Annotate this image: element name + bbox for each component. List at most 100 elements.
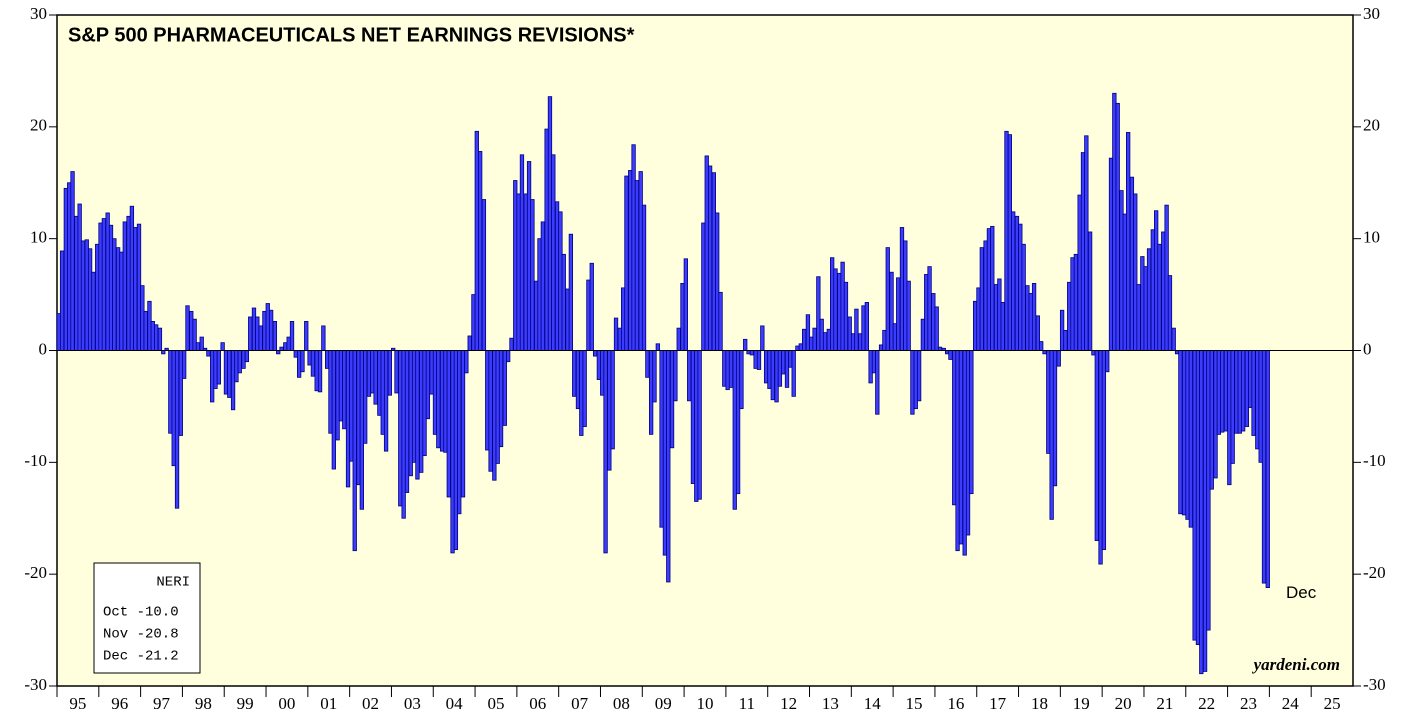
x-tick-label: 00 bbox=[278, 694, 295, 713]
bar bbox=[934, 306, 939, 351]
bar bbox=[276, 350, 281, 355]
x-tick-label: 19 bbox=[1073, 694, 1090, 713]
bar bbox=[1087, 231, 1093, 351]
bar bbox=[1021, 243, 1026, 351]
y-tick-label: 0 bbox=[39, 339, 48, 358]
bar bbox=[896, 277, 901, 351]
bar bbox=[220, 342, 225, 351]
bar bbox=[342, 350, 347, 430]
bar bbox=[791, 350, 796, 397]
bar bbox=[1056, 350, 1061, 367]
bar bbox=[1199, 350, 1204, 675]
x-tick-label: 11 bbox=[739, 694, 755, 713]
bar bbox=[948, 350, 953, 360]
bar bbox=[457, 350, 462, 515]
bar bbox=[1171, 327, 1176, 351]
bar bbox=[383, 350, 389, 452]
bar bbox=[833, 268, 838, 351]
bar bbox=[634, 180, 640, 351]
bar bbox=[279, 346, 284, 351]
x-tick-label: 95 bbox=[69, 694, 86, 713]
bar bbox=[1031, 282, 1037, 351]
bar bbox=[1101, 350, 1107, 550]
bar bbox=[317, 350, 323, 393]
x-tick-label: 10 bbox=[697, 694, 714, 713]
bar bbox=[1230, 350, 1235, 464]
legend-title: NERI bbox=[156, 575, 190, 591]
bar bbox=[182, 350, 187, 379]
y-tick-label: 20 bbox=[30, 116, 47, 135]
bar bbox=[655, 343, 660, 351]
bar bbox=[610, 350, 615, 450]
bar bbox=[1136, 284, 1141, 351]
bar bbox=[906, 280, 911, 351]
bar bbox=[154, 324, 159, 351]
bar bbox=[1115, 102, 1120, 351]
bar bbox=[1042, 350, 1047, 355]
bar bbox=[676, 327, 681, 351]
x-tick-label: 15 bbox=[906, 694, 923, 713]
y2-tick-label: -30 bbox=[1363, 675, 1386, 694]
bar bbox=[161, 350, 166, 355]
x-tick-label: 23 bbox=[1240, 694, 1257, 713]
y-tick-label: -30 bbox=[24, 675, 47, 694]
bar bbox=[582, 350, 587, 427]
x-tick-label: 04 bbox=[446, 694, 464, 713]
x-tick-label: 25 bbox=[1324, 694, 1341, 713]
bar bbox=[387, 350, 392, 396]
bar bbox=[561, 253, 566, 351]
legend-row: Nov -20.8 bbox=[103, 627, 179, 643]
bar bbox=[1209, 350, 1214, 490]
y2-tick-label: -20 bbox=[1363, 563, 1386, 582]
bar bbox=[506, 350, 511, 363]
x-tick-label: 22 bbox=[1198, 694, 1215, 713]
x-tick-label: 07 bbox=[571, 694, 589, 713]
bar bbox=[687, 350, 692, 402]
bar bbox=[59, 250, 65, 351]
bar bbox=[802, 328, 807, 351]
bar bbox=[673, 350, 678, 402]
bar bbox=[927, 266, 932, 351]
bar bbox=[331, 350, 336, 470]
chart-title: S&P 500 PHARMACEUTICALS NET EARNINGS REV… bbox=[68, 24, 635, 46]
y2-tick-label: -10 bbox=[1363, 451, 1386, 470]
bar bbox=[268, 309, 274, 351]
bar bbox=[174, 350, 180, 509]
bar bbox=[756, 350, 762, 370]
bar bbox=[519, 154, 525, 351]
bar bbox=[652, 350, 657, 403]
legend-row: Oct -10.0 bbox=[103, 605, 179, 621]
y-tick-label: 30 bbox=[30, 4, 47, 23]
bar bbox=[112, 238, 117, 351]
bar bbox=[237, 350, 242, 374]
bar bbox=[258, 325, 263, 351]
bar bbox=[122, 221, 127, 351]
bar bbox=[568, 233, 574, 351]
bar bbox=[1052, 350, 1058, 487]
bar bbox=[404, 350, 410, 493]
bar bbox=[645, 350, 650, 378]
x-tick-label: 97 bbox=[153, 694, 171, 713]
bar bbox=[157, 327, 163, 351]
legend-box bbox=[93, 562, 201, 674]
bar bbox=[589, 262, 594, 351]
bar bbox=[683, 258, 688, 351]
x-tick-label: 05 bbox=[487, 694, 504, 713]
bar bbox=[185, 305, 190, 351]
y2-tick-label: 20 bbox=[1363, 116, 1380, 135]
y2-tick-label: 10 bbox=[1363, 228, 1380, 247]
bar bbox=[603, 350, 608, 554]
bar bbox=[1011, 211, 1016, 351]
bar bbox=[613, 317, 619, 351]
bar bbox=[1084, 135, 1089, 351]
bar bbox=[1146, 248, 1152, 351]
bar bbox=[1178, 350, 1183, 515]
bar bbox=[481, 199, 487, 351]
bar bbox=[415, 350, 420, 480]
bar bbox=[467, 335, 472, 351]
x-tick-label: 18 bbox=[1031, 694, 1048, 713]
bar bbox=[1105, 350, 1110, 373]
bar bbox=[743, 338, 748, 351]
bar bbox=[530, 199, 535, 351]
